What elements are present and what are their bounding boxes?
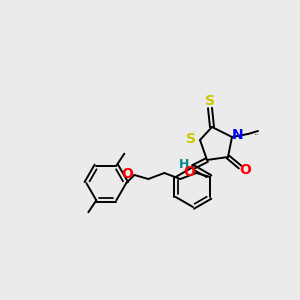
Text: H: H [179,158,189,172]
Text: O: O [239,163,251,177]
Text: methyl: methyl [255,134,260,135]
Text: O: O [122,167,133,181]
Text: S: S [205,94,215,108]
Text: S: S [186,132,196,146]
Text: N: N [232,128,244,142]
Text: O: O [183,165,195,179]
